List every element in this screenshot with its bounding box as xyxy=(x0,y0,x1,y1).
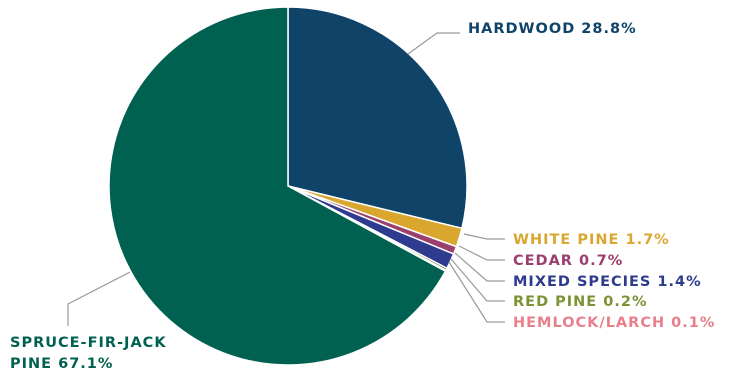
leader-white-pine xyxy=(463,233,505,240)
slice-spruce-fir-jack-pine xyxy=(108,6,447,366)
leader-cedar xyxy=(458,245,505,261)
leader-hemlock-larch xyxy=(448,261,505,323)
label-hardwood: HARDWOOD 28.8% xyxy=(468,21,637,37)
label-white-pine: WHITE PINE 1.7% xyxy=(513,232,670,248)
leader-mixed-species xyxy=(454,252,505,282)
leader-lines xyxy=(67,32,505,326)
leader-red-pine xyxy=(450,258,505,302)
label-mixed-species: MIXED SPECIES 1.4% xyxy=(513,274,702,290)
label-hemlock-larch: HEMLOCK/LARCH 0.1% xyxy=(513,315,715,331)
slice-hardwood xyxy=(287,6,468,230)
leader-spruce-fir-jack-pine xyxy=(67,271,131,326)
label-cedar: CEDAR 0.7% xyxy=(513,253,623,269)
slice-labels: HARDWOOD 28.8% WHITE PINE 1.7% CEDAR 0.7% M… xyxy=(10,21,715,372)
label-red-pine: RED PINE 0.2% xyxy=(513,294,647,310)
leader-hardwood xyxy=(407,32,460,55)
label-spruce-fir-jack-pine: SPRUCE-FIR-JACK PINE 67.1% xyxy=(10,335,167,372)
pie-slices xyxy=(108,6,468,366)
